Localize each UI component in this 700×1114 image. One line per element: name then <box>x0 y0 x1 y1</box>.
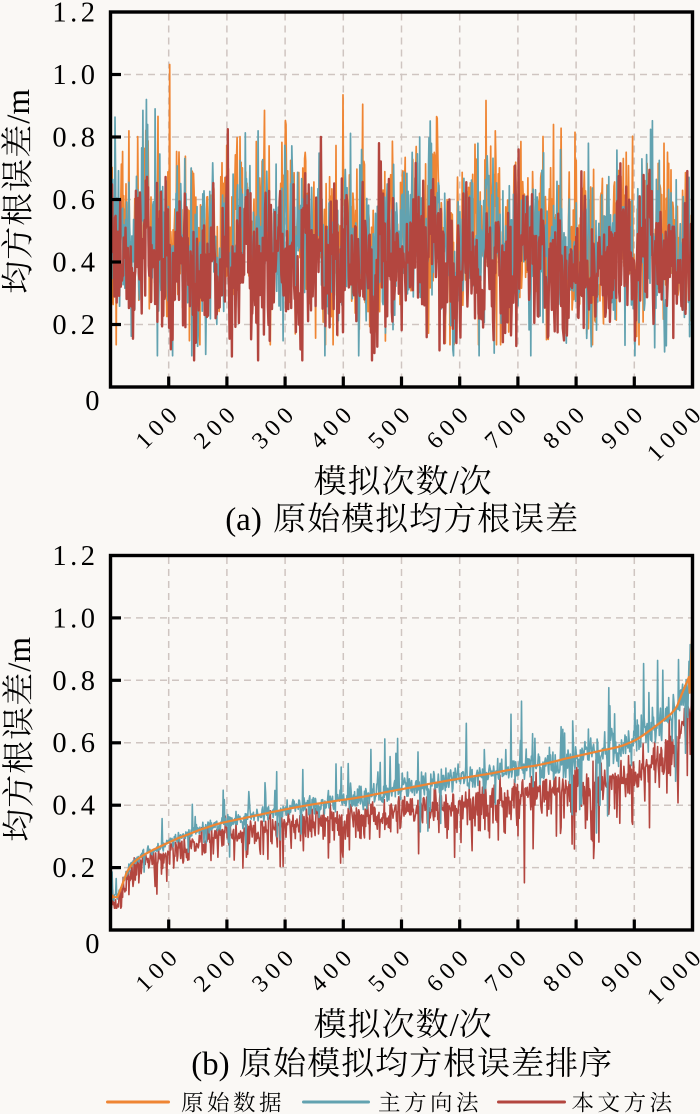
svg-text:0.6: 0.6 <box>52 185 98 216</box>
svg-text:0: 0 <box>85 929 99 960</box>
svg-text:1.0: 1.0 <box>52 60 98 91</box>
svg-text:/: / <box>450 465 460 501</box>
svg-text:0.8: 0.8 <box>52 123 98 154</box>
svg-text:1.0: 1.0 <box>52 603 98 634</box>
svg-text:/m: /m <box>1 89 37 124</box>
svg-text:0.2: 0.2 <box>52 310 98 341</box>
svg-text:/m: /m <box>2 637 38 672</box>
svg-text:0.2: 0.2 <box>52 853 98 884</box>
svg-text:0.4: 0.4 <box>52 248 98 279</box>
svg-text:1.2: 1.2 <box>52 541 98 572</box>
svg-text:1.2: 1.2 <box>52 0 98 29</box>
svg-text:(b): (b) <box>191 1047 229 1083</box>
svg-text:0: 0 <box>85 386 99 417</box>
svg-text:(a): (a) <box>225 502 262 538</box>
svg-text:0.4: 0.4 <box>52 791 98 822</box>
svg-text:0.8: 0.8 <box>52 666 98 697</box>
svg-text:0.6: 0.6 <box>52 728 98 759</box>
svg-text:/: / <box>450 1008 460 1044</box>
